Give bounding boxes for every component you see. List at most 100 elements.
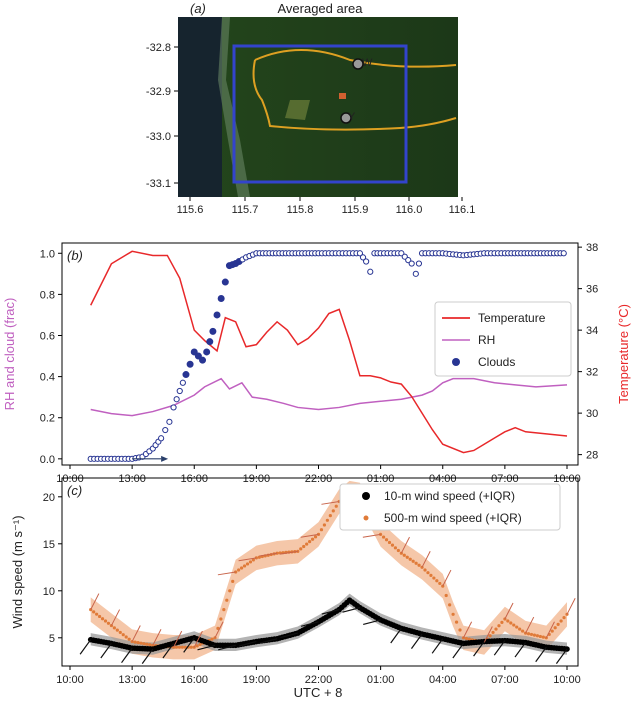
- a-xtick-label-0: 115.6: [177, 204, 204, 216]
- b-xtick-label-2: 16:00: [180, 473, 208, 485]
- ws500-wind-arrow: [362, 533, 381, 538]
- ws500-point: [444, 593, 448, 598]
- ws10-wind-arrow: [514, 642, 527, 658]
- b-xtick-label-5: 01:00: [367, 473, 395, 485]
- panel-a: (a) Averaged area W Y 115.6 115.7 115.8 115…: [146, 1, 475, 216]
- b-ytick-right-label-5: 38: [586, 242, 598, 254]
- ws500-point: [458, 628, 462, 632]
- ws500-wind-arrow: [504, 602, 514, 620]
- b-ytick-left-label-0: 0.0: [40, 454, 55, 466]
- cloud-point: [203, 348, 211, 356]
- cloud-point: [186, 360, 194, 368]
- c-ytick-label-2: 15: [43, 539, 55, 551]
- ws10-wind-arrow: [300, 621, 319, 627]
- b-xtick-label-3: 19:00: [243, 473, 271, 485]
- ws500-point: [454, 620, 459, 624]
- b-ytick-right-label-3: 34: [586, 325, 598, 337]
- ws10-wind-arrow: [493, 640, 506, 656]
- ws500-wind-arrow: [525, 616, 535, 634]
- ws500-point: [112, 626, 116, 630]
- ws500-point: [381, 535, 386, 539]
- panel-c-xlabel: UTC + 8: [294, 685, 343, 700]
- ws500-point: [532, 633, 537, 637]
- ws500-point: [438, 581, 442, 586]
- ws500-wind-arrow: [131, 625, 141, 642]
- panel-c-label: (c): [67, 483, 82, 498]
- ws500-point: [535, 634, 540, 638]
- coastline: [218, 17, 250, 197]
- ws500-point: [100, 617, 105, 621]
- ws500-point: [390, 543, 395, 547]
- ws500-point: [435, 579, 439, 583]
- cloud-point: [182, 371, 190, 379]
- town-patch: [339, 93, 346, 99]
- legend-temperature: Temperature: [478, 311, 546, 325]
- ws500-point: [562, 616, 566, 620]
- cloud-point: [170, 404, 177, 411]
- panel-b-legend: Temperature RH Clouds: [434, 301, 572, 377]
- legend-ws10: 10-m wind speed (+IQR): [384, 489, 515, 503]
- cloud-point: [179, 379, 186, 386]
- site-w-label: W: [362, 57, 373, 69]
- ws10-wind-arrow: [259, 638, 278, 644]
- panel-b: (b) RH and cloud (frac) Temperature (°C)…: [2, 242, 631, 485]
- ws500-wind-arrow: [110, 609, 121, 626]
- contour-upper: [254, 49, 457, 68]
- b-xtick-label-4: 22:00: [305, 473, 333, 485]
- ws500-point: [497, 624, 501, 628]
- cloud-point: [363, 258, 370, 265]
- ws500-point: [225, 598, 229, 602]
- ws500-wind-arrow: [400, 536, 410, 554]
- ws500-point: [423, 568, 427, 572]
- cloud-point: [415, 260, 423, 267]
- ws500-point: [538, 634, 542, 639]
- ws500-point: [429, 573, 433, 577]
- ws10-wind-arrow: [141, 648, 154, 664]
- c-ytick-label-0: 5: [49, 633, 55, 645]
- ws500-point: [408, 557, 412, 561]
- ws500-point: [106, 621, 111, 625]
- ws500-point: [189, 645, 193, 649]
- ws500-wind-arrow: [321, 501, 340, 505]
- ws500-point: [231, 579, 235, 584]
- ocean: [178, 17, 222, 197]
- site-y-marker: [340, 112, 352, 124]
- cloud-point: [221, 278, 229, 286]
- c-xtick-label-6: 04:00: [429, 674, 457, 686]
- ws500-point: [127, 637, 131, 641]
- panel-b-ylabel-left: RH and cloud (frac): [2, 298, 17, 411]
- ws500-point: [512, 623, 516, 627]
- panel-c-legend: 10-m wind speed (+IQR) 500-m wind speed …: [339, 483, 561, 531]
- ws500-point: [556, 622, 560, 626]
- cloud-point: [158, 435, 165, 442]
- ws500-point: [559, 619, 563, 623]
- ws500-point: [526, 632, 531, 636]
- ws500-point: [331, 509, 335, 513]
- a-ytick-label-3: -33.1: [146, 178, 171, 190]
- cloud-point: [162, 426, 169, 434]
- cloud-point: [412, 270, 419, 277]
- ws500-wind-arrow: [442, 569, 452, 587]
- ws500-point: [411, 559, 415, 563]
- cloud-point: [199, 356, 207, 364]
- ws500-point: [529, 632, 534, 637]
- cloud-point: [356, 250, 364, 257]
- b-ytick-left-label-1: 0.2: [40, 413, 55, 425]
- ws500-point: [302, 544, 306, 549]
- rh-line: [90, 377, 568, 417]
- ws500-wind-arrow: [238, 557, 257, 562]
- ws500-point: [550, 629, 554, 633]
- ws500-wind-arrow: [152, 629, 162, 646]
- ws500-point: [210, 637, 214, 641]
- cloud-point: [209, 327, 217, 335]
- a-xtick-label-5: 116.1: [449, 204, 476, 216]
- ws500-point: [414, 561, 418, 565]
- ws500-point: [198, 642, 202, 647]
- c-ytick-label-1: 10: [43, 586, 55, 598]
- b-ytick-left-label-2: 0.4: [40, 372, 55, 384]
- ws500-point: [95, 612, 99, 616]
- b-ytick-right-label-1: 30: [586, 408, 598, 420]
- ws500-point: [387, 540, 392, 545]
- ws500-point: [506, 619, 510, 623]
